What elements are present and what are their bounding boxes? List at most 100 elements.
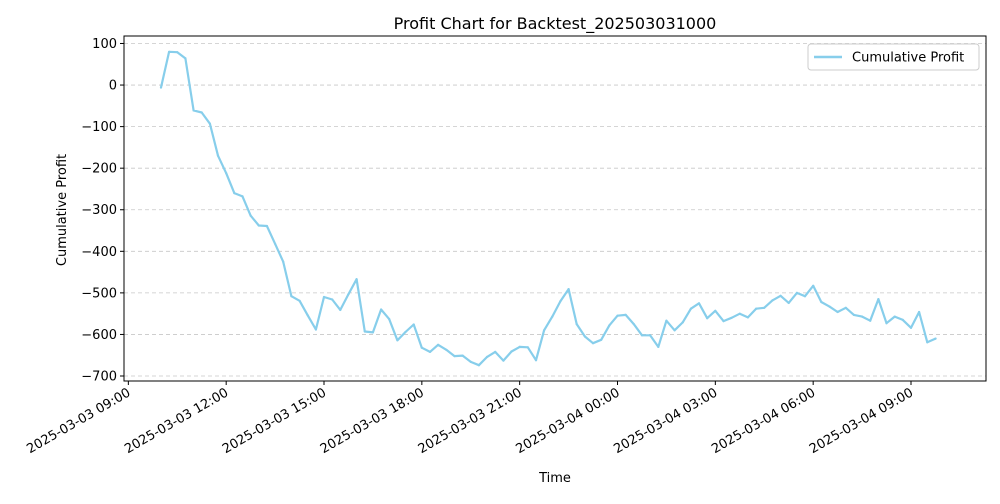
data-point: [526, 346, 529, 349]
data-point: [388, 318, 391, 321]
data-point: [371, 331, 374, 334]
data-point: [298, 299, 301, 302]
data-point: [616, 314, 619, 317]
data-point: [225, 172, 228, 175]
data-point: [795, 291, 799, 294]
data-point: [494, 350, 497, 353]
plot-frame: [123, 35, 987, 382]
data-point: [926, 341, 929, 344]
data-point: [208, 122, 211, 125]
data-point: [575, 323, 578, 326]
data-point: [714, 309, 717, 312]
data-point: [771, 299, 774, 302]
data-point: [869, 319, 872, 322]
data-point: [934, 337, 937, 340]
data-point: [763, 306, 766, 309]
data-point: [314, 328, 317, 331]
data-point: [836, 310, 839, 314]
data-point: [755, 307, 758, 310]
data-point: [486, 355, 489, 358]
data-point: [918, 310, 921, 314]
data-point: [852, 313, 856, 316]
data-point: [380, 308, 383, 311]
data-point: [363, 330, 366, 333]
data-point: [469, 360, 472, 363]
data-point: [437, 343, 440, 346]
data-point: [657, 345, 660, 348]
data-point: [893, 315, 896, 318]
data-point: [290, 295, 293, 298]
data-point: [257, 224, 260, 227]
legend: Cumulative Profit: [807, 43, 980, 71]
data-point: [681, 321, 684, 324]
data-point: [543, 329, 546, 332]
data-point: [632, 323, 635, 326]
data-point: [404, 330, 407, 334]
data-point: [453, 355, 456, 358]
x-axis-label: Time: [538, 471, 571, 486]
data-point: [640, 334, 644, 337]
data-point: [249, 214, 252, 217]
legend-box: [807, 43, 980, 71]
data-point: [233, 192, 236, 195]
data-point: [355, 278, 358, 281]
data-point: [697, 302, 701, 305]
data-point: [779, 294, 782, 297]
data-point: [477, 364, 480, 367]
y-tick-label: −300: [81, 203, 117, 218]
data-point: [412, 323, 415, 326]
data-point: [706, 317, 709, 320]
data-point: [730, 316, 733, 319]
data-point: [583, 335, 587, 338]
series-line-cumulative-profit: [159, 50, 937, 367]
data-point: [282, 260, 285, 263]
grid-lines: [124, 43, 986, 377]
data-point: [909, 326, 913, 329]
data-point: [591, 342, 595, 345]
data-point: [861, 315, 864, 318]
data-point: [803, 295, 807, 298]
legend-label: Cumulative Profit: [852, 51, 964, 66]
data-point: [428, 350, 432, 353]
data-point: [184, 57, 187, 60]
data-point: [689, 307, 693, 310]
data-point: [347, 293, 350, 296]
data-point: [331, 298, 334, 301]
series-layer: [159, 50, 937, 367]
y-tick-label: 100: [92, 37, 117, 52]
data-point: [306, 314, 309, 317]
data-point: [502, 359, 505, 362]
data-point: [608, 324, 611, 327]
data-point: [518, 345, 521, 348]
y-tick-label: −600: [81, 328, 117, 343]
data-point: [322, 295, 326, 299]
data-point: [559, 300, 562, 303]
data-point: [159, 86, 163, 89]
data-point: [200, 111, 203, 114]
data-point: [787, 301, 790, 304]
data-point: [168, 50, 171, 53]
y-tick-label: −100: [81, 120, 117, 135]
data-point: [901, 318, 904, 321]
data-point: [274, 242, 277, 245]
data-point: [624, 313, 627, 316]
data-point: [877, 298, 880, 301]
y-tick-label: 0: [109, 79, 117, 94]
data-point: [192, 109, 195, 112]
data-point: [534, 359, 538, 362]
data-point: [722, 320, 725, 323]
data-point: [738, 312, 741, 315]
y-axis: 100 0 −100 −200 −300 −400 −500 −600 −700: [81, 37, 124, 385]
data-point: [665, 319, 668, 322]
data-point: [265, 224, 268, 228]
data-point: [176, 51, 179, 54]
data-point: [820, 300, 823, 304]
data-point: [828, 305, 831, 308]
chart-title: Profit Chart for Backtest_202503031000: [394, 14, 717, 34]
data-point: [673, 329, 676, 332]
data-point: [746, 316, 750, 319]
data-point: [216, 154, 220, 157]
